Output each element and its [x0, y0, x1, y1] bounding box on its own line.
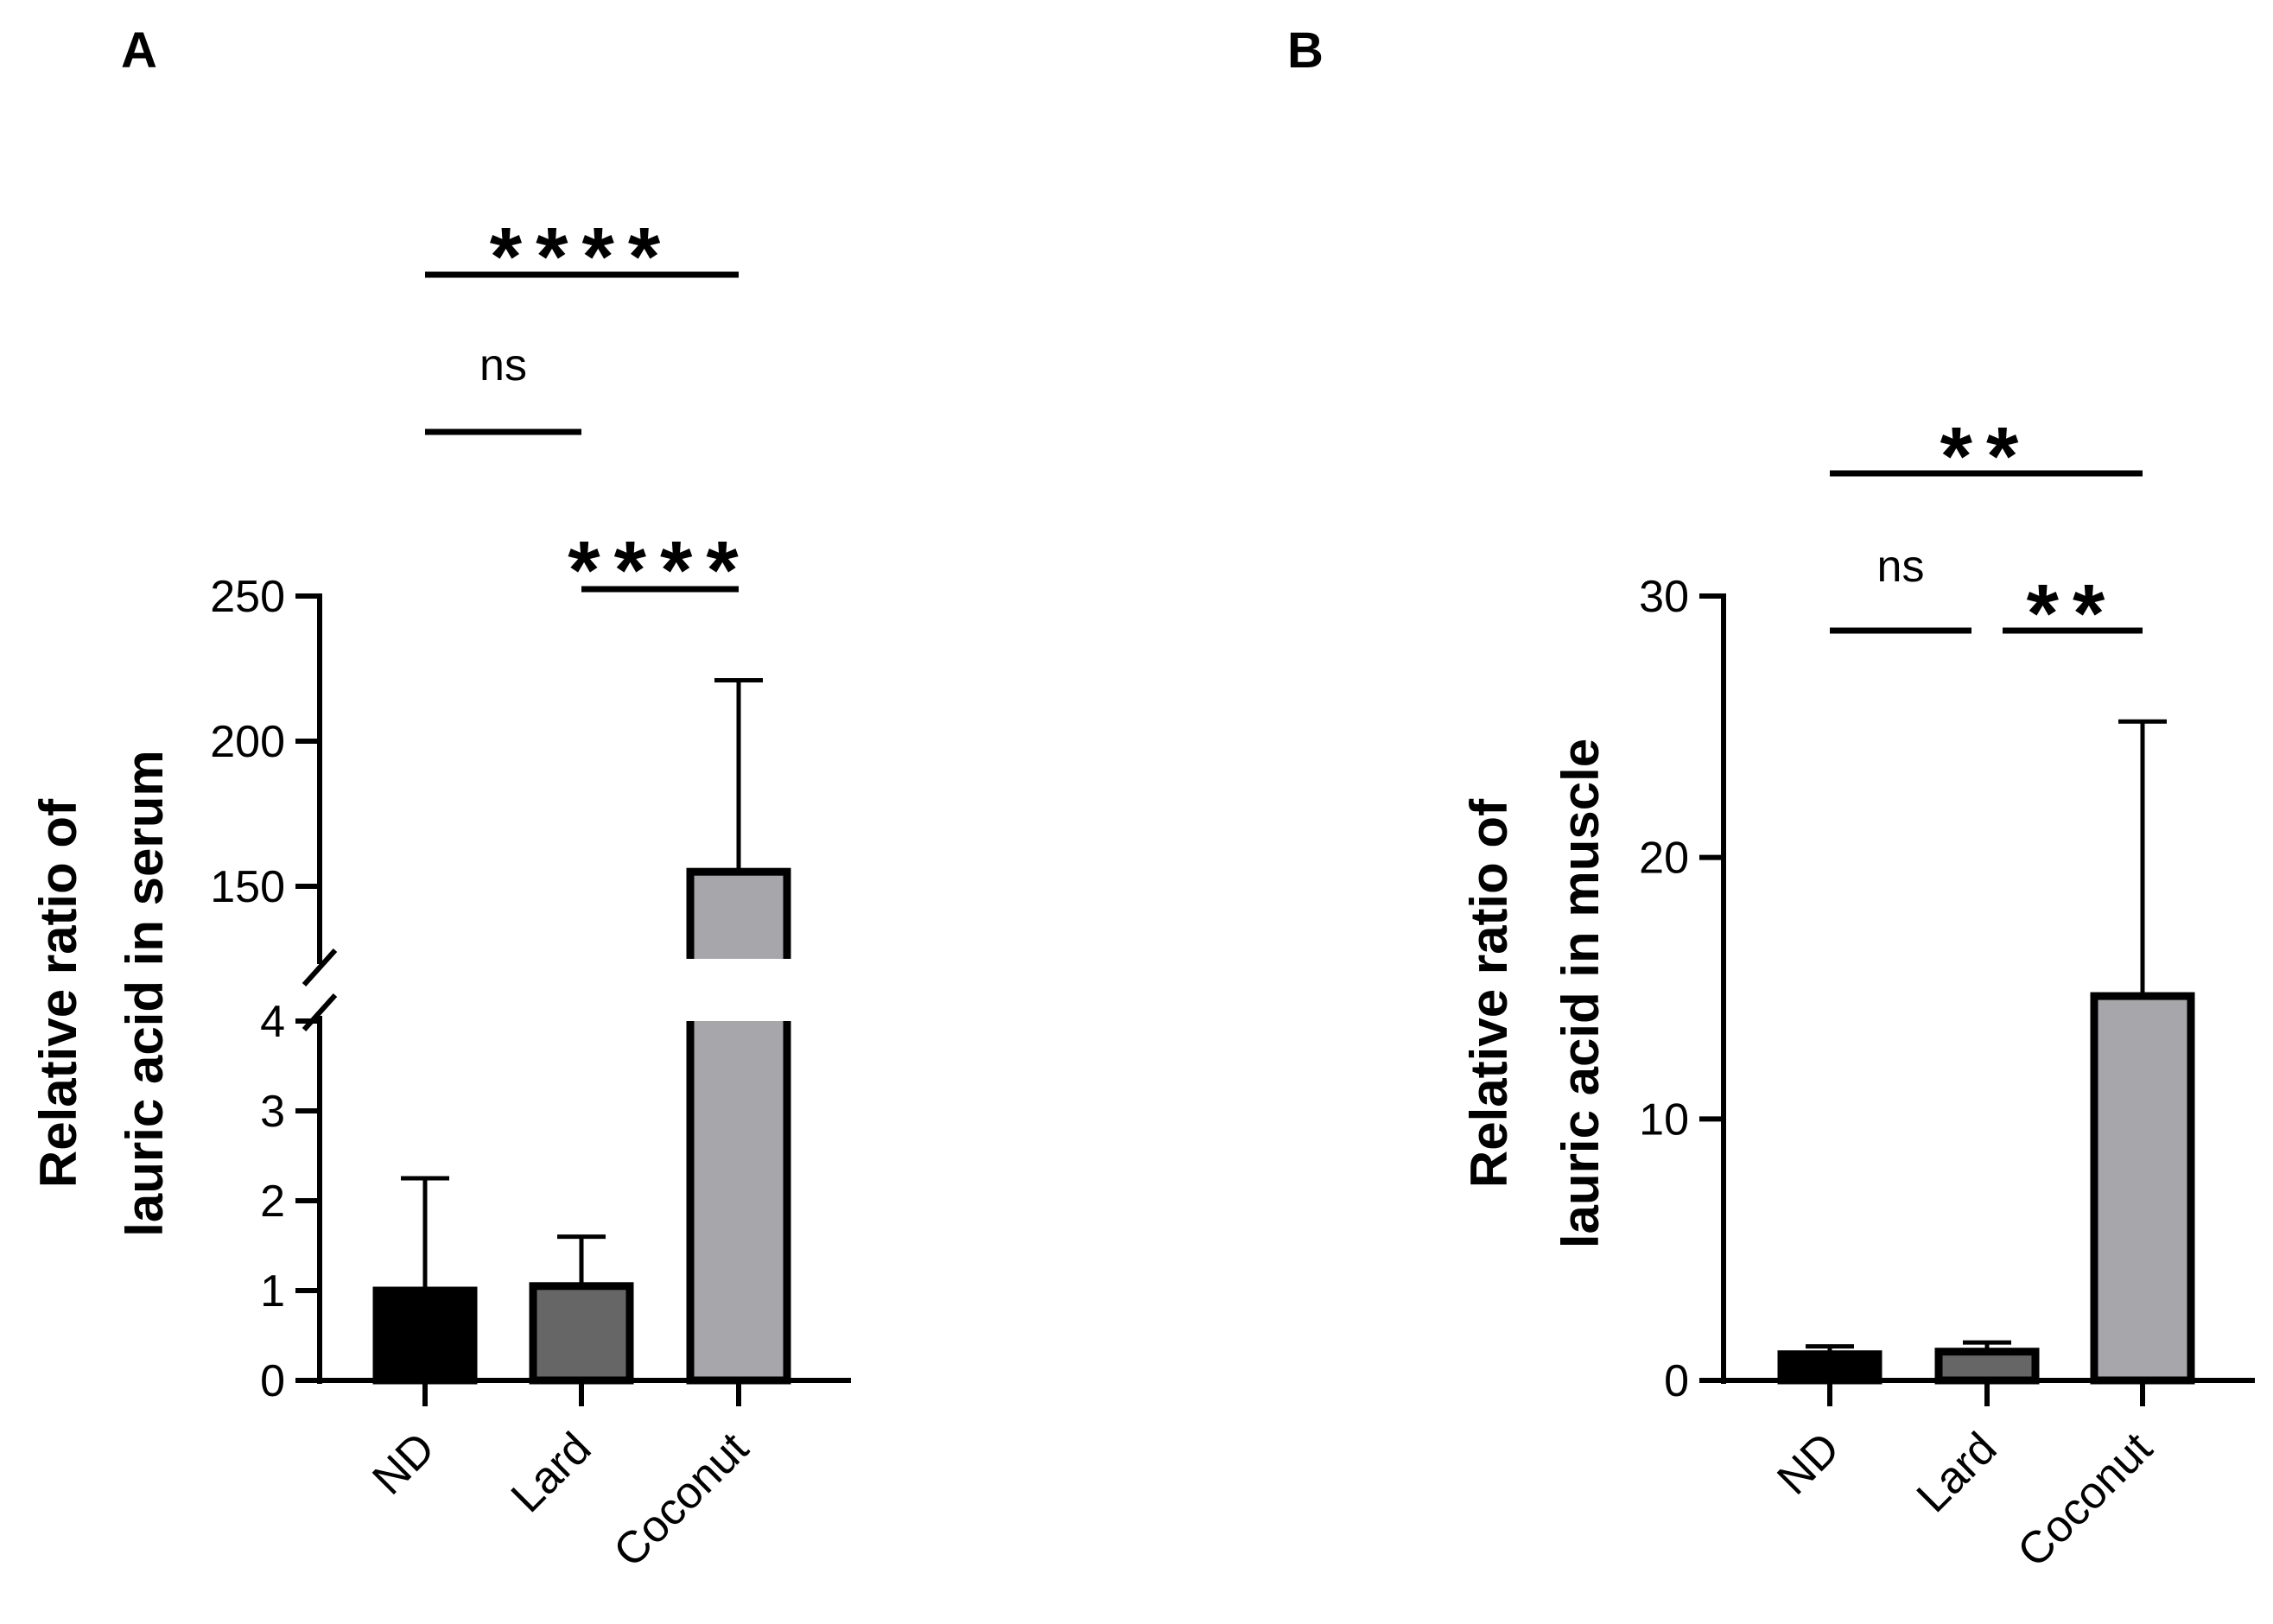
x-tick-label-lard: Lard: [1908, 1423, 2007, 1522]
significance-label-stars: ****: [490, 211, 674, 303]
x-tick-label-nd: ND: [363, 1423, 444, 1504]
y-tick-label: 30: [1639, 572, 1689, 622]
bar-nd: [1777, 1350, 1883, 1385]
panel-a: A 0 1 2 3 4 150 200 250 ND Lard Coconut Relative rat…: [29, 22, 851, 1576]
y-tick-label: 3: [260, 1087, 285, 1137]
bar-lard: [1934, 1348, 2040, 1385]
y-tick-label: 150: [210, 862, 285, 912]
bar-lard: [529, 1282, 634, 1385]
x-tick-label-nd: ND: [1768, 1423, 1849, 1504]
y-tick-label: 0: [1664, 1356, 1689, 1406]
y-tick-label: 250: [210, 572, 285, 622]
y-axis-title-line-2: lauric acid in muscle: [1552, 739, 1610, 1248]
x-tick-label-lard: Lard: [502, 1423, 601, 1522]
axis-break-mark: [302, 993, 338, 1032]
significance-label-stars: **: [2027, 568, 2119, 660]
significance-label-stars: ****: [568, 524, 752, 617]
panel-letter-a: A: [121, 22, 157, 79]
y-tick-label: 10: [1639, 1094, 1689, 1145]
panel-b: B 0 10 20 30 ND Lard Coconut Relative ratio of la…: [1287, 22, 2255, 1576]
significance-label-stars: **: [1940, 410, 2033, 503]
significance-label-ns: ns: [479, 340, 527, 390]
y-tick-label: 0: [260, 1356, 285, 1406]
x-tick-label-coconut: Coconut: [605, 1423, 759, 1576]
y-tick-label: 20: [1639, 834, 1689, 884]
bar-nd: [372, 1286, 478, 1385]
x-tick-label-coconut: Coconut: [2009, 1423, 2162, 1576]
y-tick-label: 200: [210, 717, 285, 767]
y-tick-label: 4: [260, 997, 285, 1047]
significance-label-ns: ns: [1877, 542, 1925, 592]
panel-letter-b: B: [1287, 22, 1324, 79]
bar-coconut: [2090, 992, 2195, 1385]
y-tick-label: 2: [260, 1177, 285, 1227]
axis-break-gap: [682, 959, 796, 1021]
y-axis-title-line-1: Relative ratio of: [1460, 798, 1518, 1188]
y-axis-title-line-2: lauric acid in serum: [116, 750, 174, 1237]
y-tick-label: 1: [260, 1266, 285, 1316]
axis-break-mark: [302, 948, 338, 987]
bar-coconut: [686, 867, 791, 1385]
y-axis-title-line-1: Relative ratio of: [29, 798, 87, 1188]
